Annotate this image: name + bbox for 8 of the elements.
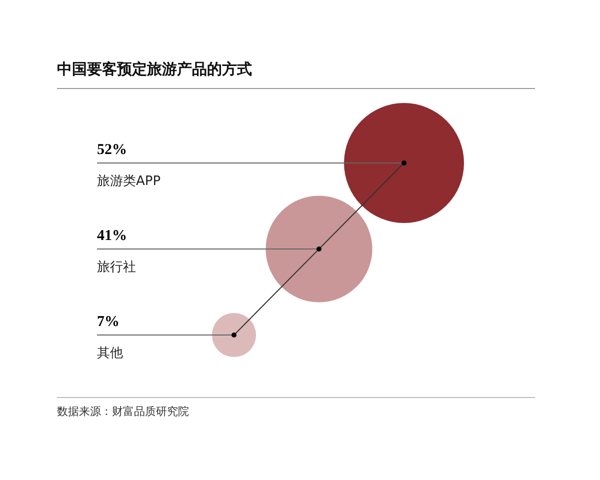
category-label: 旅行社: [97, 259, 136, 277]
category-label: 其他: [97, 345, 123, 363]
text: 中国要客预定旅游产品的方式: [57, 60, 252, 79]
category-label: 旅游类APP: [97, 173, 161, 191]
source-note: 数据来源：财富品质研究院: [57, 404, 189, 419]
data-label: 41%: [97, 227, 127, 245]
data-label: 7%: [97, 313, 120, 331]
data-label: 52%: [97, 141, 127, 159]
